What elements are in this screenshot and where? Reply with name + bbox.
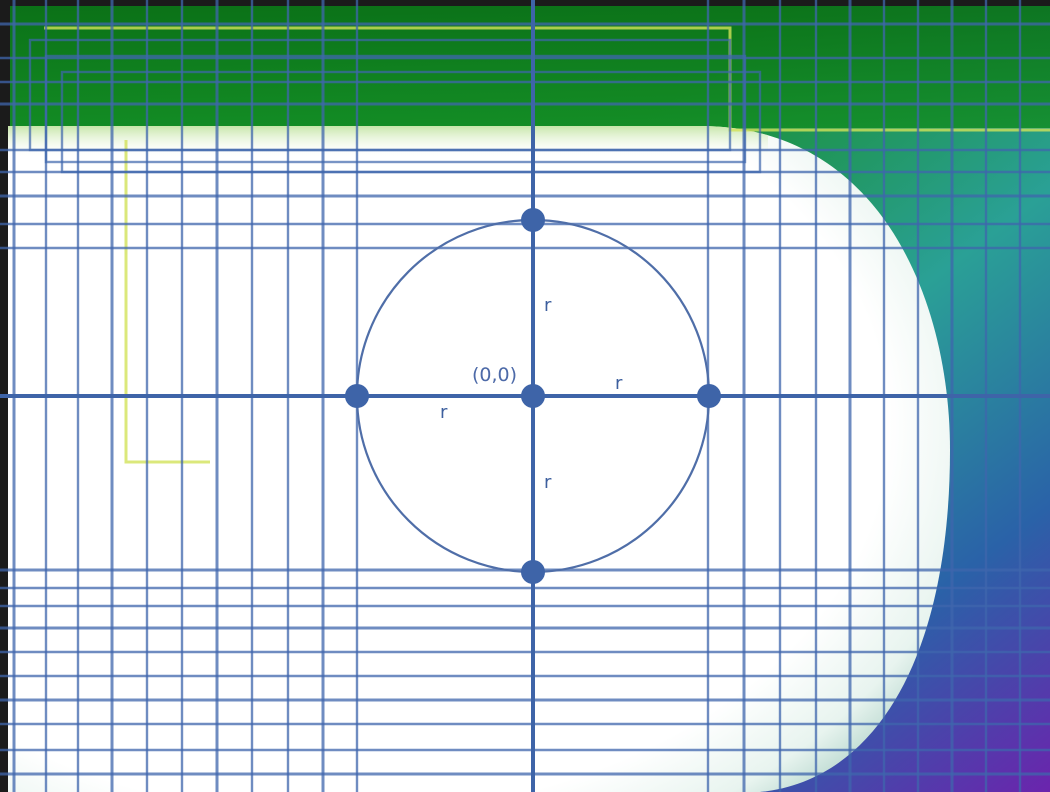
white-panel: [8, 126, 950, 792]
radius-label-right: r: [615, 373, 623, 394]
points: [345, 208, 721, 584]
radius-label-left: r: [440, 402, 448, 423]
point-origin: [521, 384, 545, 408]
grid-outline-rect: [28, 38, 732, 152]
point-left: [345, 384, 369, 408]
grid-outline-rect: [44, 54, 747, 164]
point-right: [697, 384, 721, 408]
top-band: [0, 0, 1050, 128]
grid-outline-rect: [60, 70, 762, 174]
radius-label-down: r: [544, 472, 552, 493]
origin-label: (0,0): [472, 364, 517, 386]
panel-top-highlight: [8, 126, 768, 158]
top-frame-edge: [0, 0, 1050, 6]
radius-label-up: r: [544, 295, 552, 316]
point-top: [521, 208, 545, 232]
point-bottom: [521, 560, 545, 584]
